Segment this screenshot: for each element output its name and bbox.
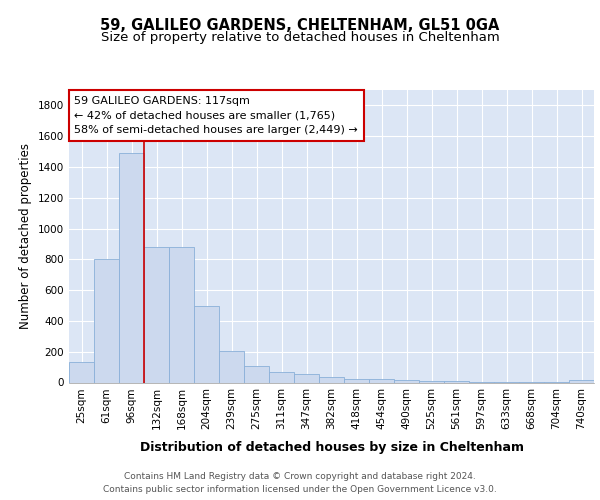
Bar <box>94 260 119 382</box>
Text: 59, GALILEO GARDENS, CHELTENHAM, GL51 0GA: 59, GALILEO GARDENS, CHELTENHAM, GL51 0G… <box>100 18 500 32</box>
Bar <box>244 366 269 382</box>
Bar <box>219 351 244 382</box>
Bar <box>369 380 394 382</box>
Text: Size of property relative to detached houses in Cheltenham: Size of property relative to detached ho… <box>101 31 499 44</box>
Bar <box>319 377 344 382</box>
Bar <box>144 247 169 382</box>
X-axis label: Distribution of detached houses by size in Cheltenham: Distribution of detached houses by size … <box>139 440 523 454</box>
Text: 59 GALILEO GARDENS: 117sqm
← 42% of detached houses are smaller (1,765)
58% of s: 59 GALILEO GARDENS: 117sqm ← 42% of deta… <box>74 96 358 136</box>
Bar <box>394 380 419 382</box>
Bar <box>419 381 444 382</box>
Bar <box>169 247 194 382</box>
Bar <box>344 378 369 382</box>
Bar <box>294 374 319 382</box>
Bar <box>194 306 219 382</box>
Bar <box>69 362 94 382</box>
Text: Contains HM Land Registry data © Crown copyright and database right 2024.
Contai: Contains HM Land Registry data © Crown c… <box>103 472 497 494</box>
Y-axis label: Number of detached properties: Number of detached properties <box>19 143 32 329</box>
Bar <box>269 372 294 382</box>
Bar <box>119 153 144 382</box>
Bar <box>569 380 594 382</box>
